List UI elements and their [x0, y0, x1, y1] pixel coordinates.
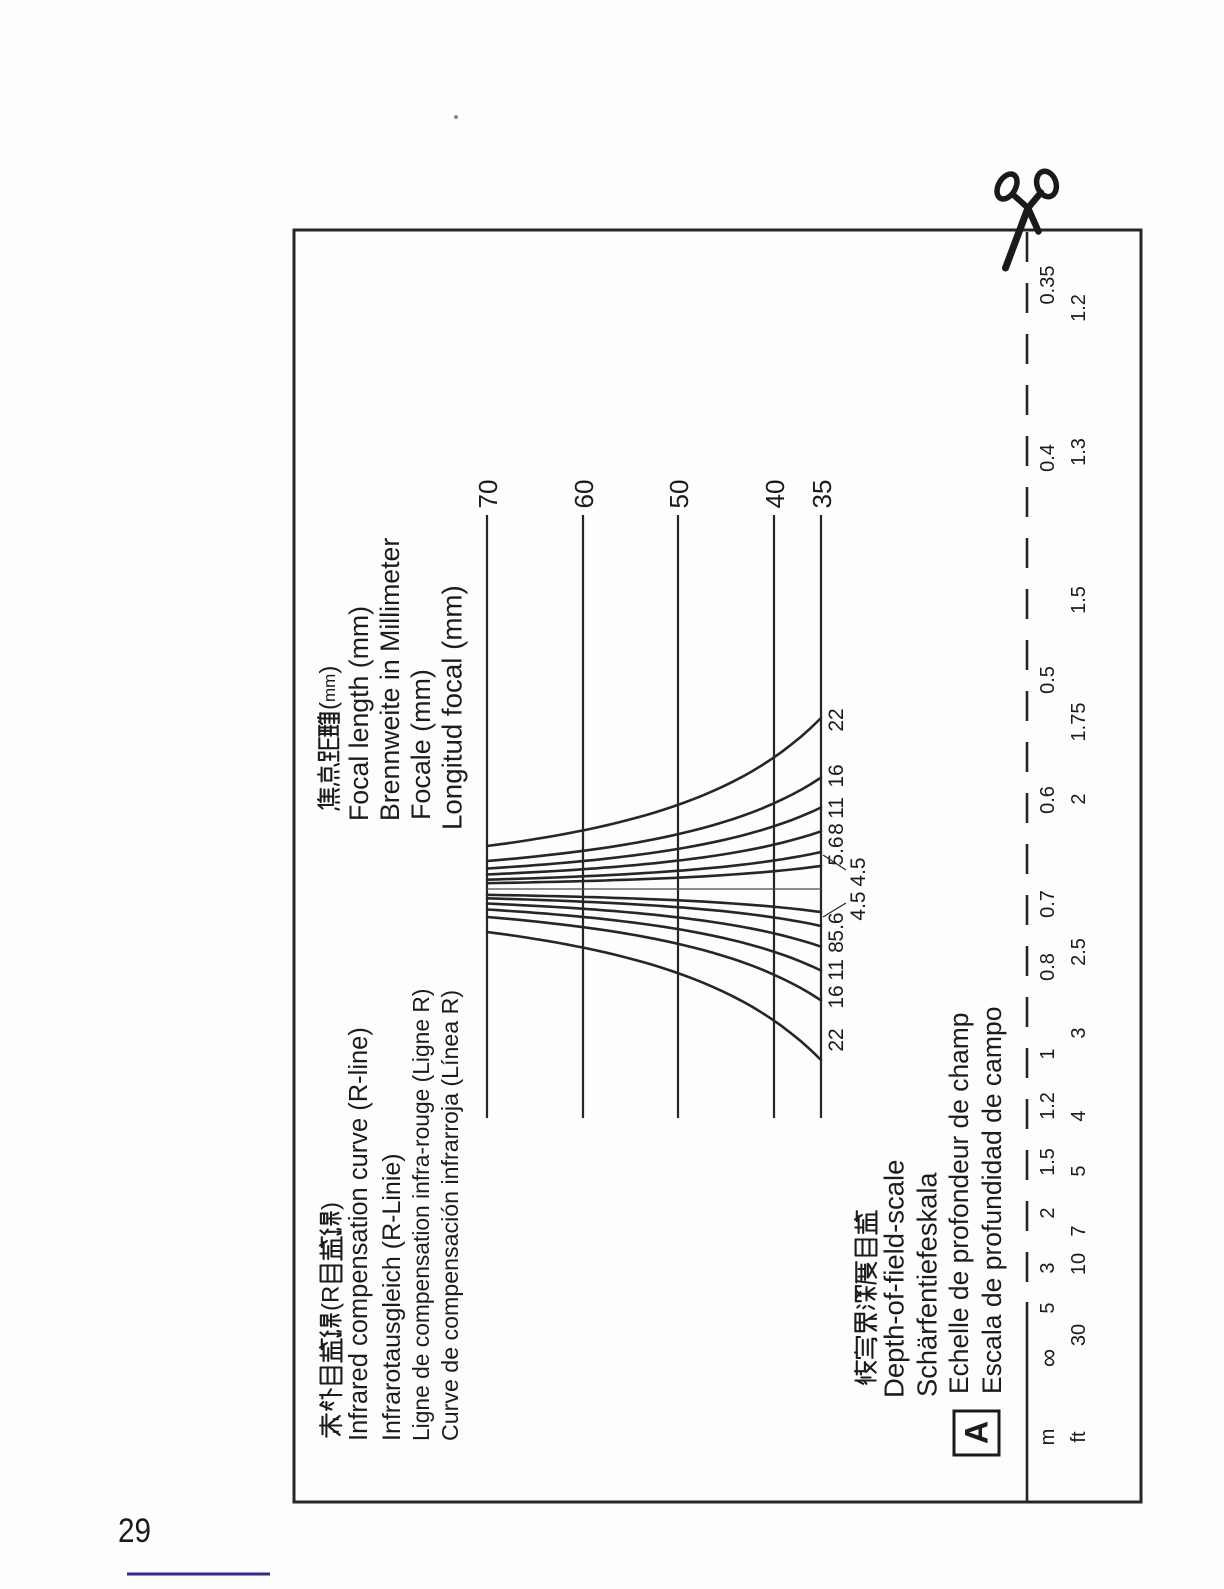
svg-text:1.5: 1.5: [1037, 1148, 1059, 1176]
svg-text:1: 1: [1037, 1048, 1059, 1059]
svg-text:0.8: 0.8: [1037, 953, 1059, 981]
svg-text:22: 22: [825, 1028, 848, 1051]
svg-text:2: 2: [1068, 793, 1090, 804]
svg-text:16: 16: [825, 764, 848, 787]
svg-text:A: A: [959, 1421, 995, 1444]
svg-text:1.2: 1.2: [1037, 1092, 1059, 1120]
svg-text:Curve de compensación infrarro: Curve de compensación infrarroja (Línea …: [437, 990, 463, 1441]
svg-text:30: 30: [1068, 1324, 1090, 1346]
svg-text:4.5: 4.5: [847, 891, 870, 920]
svg-text:Brennweite in Millimeter: Brennweite in Millimeter: [375, 538, 405, 821]
svg-text:7: 7: [1068, 1225, 1090, 1236]
svg-text:1.3: 1.3: [1068, 438, 1090, 466]
svg-text:60: 60: [569, 480, 599, 509]
svg-text:Infrared compensation curve (R: Infrared compensation curve (R-line): [345, 1027, 373, 1441]
svg-text:5: 5: [1068, 1165, 1090, 1176]
svg-text:∞: ∞: [1033, 1349, 1063, 1368]
svg-text:11: 11: [825, 797, 848, 819]
svg-text:1.5: 1.5: [1068, 586, 1090, 614]
svg-text:Infrarotausgleich (R-Linie): Infrarotausgleich (R-Linie): [378, 1153, 406, 1441]
svg-text:Focal length (mm): Focal length (mm): [344, 606, 374, 821]
svg-text:5: 5: [1037, 1302, 1059, 1313]
svg-text:8: 8: [825, 941, 848, 953]
svg-text:0.6: 0.6: [1037, 786, 1059, 814]
svg-text:5.6: 5.6: [825, 912, 848, 941]
svg-text:50: 50: [664, 480, 694, 509]
svg-text:(mm): (mm): [316, 666, 343, 710]
svg-text:4: 4: [1068, 1110, 1090, 1121]
svg-text:): ): [318, 1202, 345, 1210]
svg-text:1.2: 1.2: [1068, 294, 1090, 322]
svg-text:Schärfentiefeskala: Schärfentiefeskala: [912, 1172, 943, 1397]
svg-text:Depth-of-field-scale: Depth-of-field-scale: [879, 1160, 910, 1398]
svg-text:3: 3: [1068, 1027, 1090, 1038]
svg-text:1.75: 1.75: [1068, 703, 1090, 742]
svg-text:70: 70: [473, 480, 503, 509]
svg-text:Longitud focal (mm): Longitud focal (mm): [437, 585, 468, 830]
svg-text:29: 29: [118, 1512, 151, 1550]
svg-text:3: 3: [1037, 1262, 1059, 1273]
svg-text:4.5: 4.5: [847, 857, 870, 886]
svg-text:Echelle de profondeur de champ: Echelle de profondeur de champ: [944, 1013, 974, 1394]
svg-text:(R: (R: [318, 1286, 345, 1311]
svg-text:Focale (mm): Focale (mm): [406, 669, 436, 820]
svg-text:ft: ft: [1068, 1431, 1090, 1443]
svg-text:8: 8: [825, 823, 848, 835]
svg-text:35: 35: [807, 480, 837, 509]
svg-text:22: 22: [825, 708, 848, 731]
svg-text:Ligne de compensation infra-ro: Ligne de compensation infra-rouge (Ligne…: [408, 989, 434, 1441]
svg-text:11: 11: [825, 959, 848, 981]
svg-text:0.7: 0.7: [1037, 890, 1059, 918]
svg-text:2.5: 2.5: [1068, 938, 1090, 966]
svg-text:0.4: 0.4: [1037, 444, 1059, 472]
svg-text:16: 16: [825, 985, 848, 1008]
svg-text:5.6: 5.6: [825, 836, 848, 865]
svg-text:0.5: 0.5: [1037, 666, 1059, 694]
svg-text:2: 2: [1037, 1207, 1059, 1218]
svg-text:Escala de profundidad de campo: Escala de profundidad de campo: [977, 1007, 1007, 1394]
svg-text:m: m: [1037, 1429, 1059, 1446]
svg-text:40: 40: [760, 480, 790, 509]
svg-text:10: 10: [1068, 1253, 1090, 1275]
svg-text:0.35: 0.35: [1037, 266, 1059, 305]
